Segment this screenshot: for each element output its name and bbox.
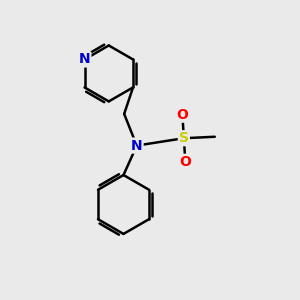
Text: N: N bbox=[131, 139, 142, 153]
Text: N: N bbox=[79, 52, 90, 67]
Text: S: S bbox=[179, 131, 189, 145]
Text: O: O bbox=[176, 108, 188, 122]
Text: O: O bbox=[179, 155, 191, 169]
